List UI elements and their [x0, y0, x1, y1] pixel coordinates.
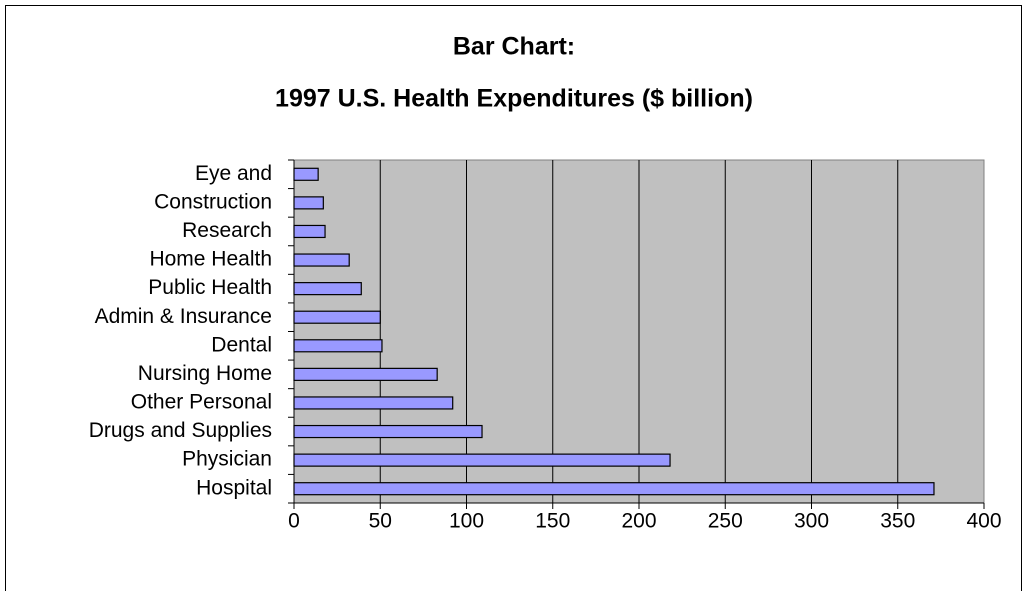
chart-title: Bar Chart:: [453, 33, 575, 61]
bar: [293, 396, 454, 410]
bar: [293, 196, 324, 210]
y-tick-label: Public Health: [148, 276, 272, 299]
bar: [293, 424, 483, 439]
bar: [293, 453, 671, 467]
y-tick-label: Drugs and Supplies: [89, 419, 272, 442]
y-tick-label: Physician: [182, 448, 272, 471]
bar: [293, 224, 326, 239]
x-tick-label: 250: [708, 510, 743, 533]
chart-subtitle: 1997 U.S. Health Expenditures ($ billion…: [275, 85, 753, 113]
y-tick-label: Construction: [154, 190, 272, 213]
x-tick-label: 150: [535, 510, 570, 533]
x-tick-label: 300: [794, 510, 829, 533]
x-tick-label: 400: [966, 510, 1001, 533]
y-tick-label: Dental: [211, 333, 272, 356]
y-tick-label: Other Personal: [131, 391, 272, 414]
bar: [293, 167, 319, 181]
x-tick-label: 100: [449, 510, 484, 533]
y-tick-label: Eye and: [195, 162, 272, 185]
y-tick-label: Research: [182, 219, 272, 242]
bar: [293, 253, 350, 267]
bar: [293, 282, 362, 296]
x-tick-label: 350: [880, 510, 915, 533]
y-tick-label: Nursing Home: [138, 362, 272, 385]
y-tick-label: Home Health: [149, 248, 272, 271]
bar: [293, 367, 438, 381]
x-tick-label: 0: [288, 510, 300, 533]
x-tick-label: 200: [621, 510, 656, 533]
x-tick-label: 50: [369, 510, 392, 533]
bar: [293, 482, 935, 496]
bar: [293, 310, 381, 324]
bar: [293, 339, 383, 353]
y-tick-label: Admin & Insurance: [95, 305, 272, 328]
y-tick-label: Hospital: [196, 476, 272, 499]
